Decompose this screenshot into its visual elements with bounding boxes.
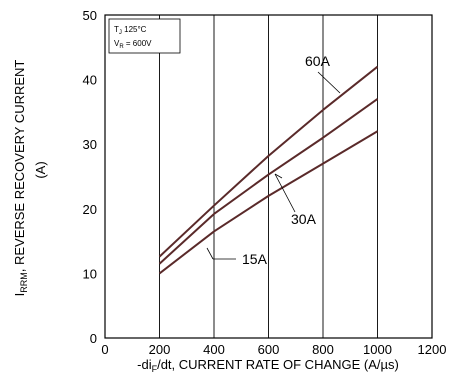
series-group: [158, 65, 379, 275]
y-axis-unit: (A): [33, 161, 48, 178]
x-tick-400: 400: [203, 342, 225, 357]
x-tick-labels: 0 200 400 600 800 1000 1200: [101, 342, 446, 357]
series-line-60a: [158, 65, 379, 258]
x-tick-1000: 1000: [363, 342, 392, 357]
series-label-60a: 60A: [305, 53, 331, 69]
pointer-30a: [274, 173, 296, 213]
x-tick-200: 200: [149, 342, 171, 357]
series-line-15a: [158, 130, 379, 275]
series-label-30a: 30A: [291, 211, 317, 227]
conditions-box: [108, 18, 181, 54]
y-tick-labels: 0 10 20 30 40 50: [83, 8, 97, 346]
y-tick-40: 40: [83, 73, 97, 88]
y-axis-label: IRRM, REVERSE RECOVERY CURRENT: [12, 60, 29, 297]
x-axis-label: -diF/dt, CURRENT RATE OF CHANGE (A/µs): [137, 357, 399, 374]
grid-lines: [159, 15, 378, 338]
y-tick-30: 30: [83, 137, 97, 152]
series-line-30a: [158, 98, 379, 265]
x-tick-600: 600: [258, 342, 280, 357]
y-tick-0: 0: [90, 331, 97, 346]
pointer-60a: [317, 71, 341, 94]
y-tick-20: 20: [83, 202, 97, 217]
plot-frame: [104, 14, 433, 339]
tj-label: TJ 125°C: [114, 25, 147, 36]
y-tick-10: 10: [83, 266, 97, 281]
x-tick-0: 0: [101, 342, 108, 357]
pointer-15a-diag: [206, 247, 214, 260]
x-tick-1200: 1200: [418, 342, 447, 357]
y-tick-50: 50: [83, 8, 97, 23]
series-label-15a: 15A: [242, 251, 268, 267]
x-tick-800: 800: [312, 342, 334, 357]
vr-label: VR = 600V: [114, 39, 152, 50]
pointer-30a-head: [274, 173, 283, 179]
